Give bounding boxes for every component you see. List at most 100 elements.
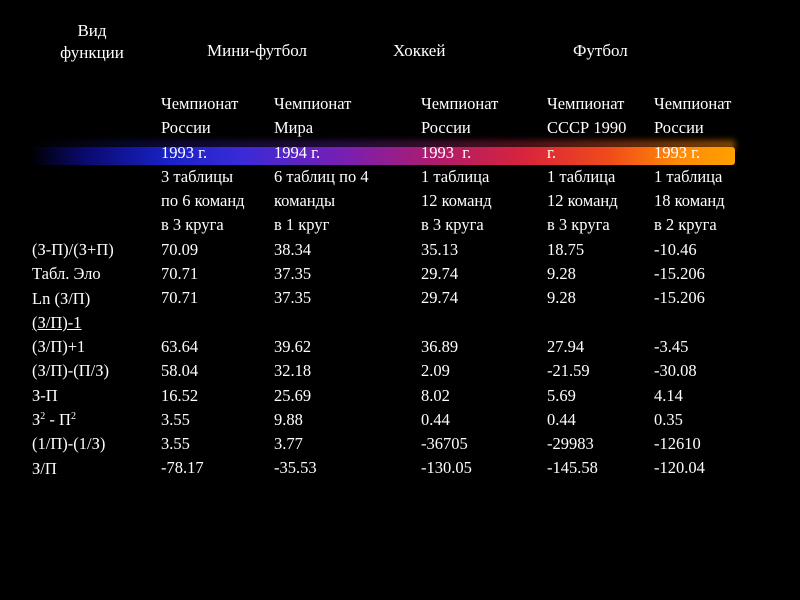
header-mini-football: Мини-футбол [207,40,307,62]
table-cell: 3.55 [161,408,245,432]
table-cell: 29.74 [421,262,498,286]
table-cell: 70.71 [161,262,245,286]
table-cell: 8.02 [421,384,498,408]
row-label-squares: З2 - П2 [32,408,114,432]
column-desc: по 6 команд [161,189,245,213]
table-cell: 58.04 [161,359,245,383]
column-desc: Чемпионат [161,92,245,116]
header-football: Футбол [573,40,628,62]
table-cell: 63.64 [161,335,245,359]
table-cell: -145.58 [547,456,626,480]
table-cell: 0.35 [654,408,731,432]
table-cell: 3.55 [161,432,245,456]
column-desc: 1994 г. [274,141,369,165]
column-desc: 1 таблица [654,165,731,189]
table-cell: 35.13 [421,238,498,262]
column-desc: 1 таблица [547,165,626,189]
table-cell: -15.206 [654,286,731,310]
table-cell: -10.46 [654,238,731,262]
table-cell: 9.28 [547,262,626,286]
table-cell: -36705 [421,432,498,456]
row-label: (З/П)-1 [32,311,114,335]
row-label: З/П [32,457,114,481]
column-desc: Чемпионат [274,92,369,116]
row-label: (З/П)+1 [32,335,114,359]
table-cell: -12610 [654,432,731,456]
row-label: (З-П)/(З+П) [32,238,114,262]
column-5: Чемпионат России 1993 г. 1 таблица 18 ко… [654,92,731,481]
column-desc: 3 таблицы [161,165,245,189]
table-cell: -3.45 [654,335,731,359]
table-cell: 36.89 [421,335,498,359]
table-cell: -120.04 [654,456,731,480]
column-1: Чемпионат России 1993 г. 3 таблицы по 6 … [161,92,245,481]
column-desc: России [421,116,498,140]
table-cell: 27.94 [547,335,626,359]
row-label: (З/П)-(П/З) [32,359,114,383]
table-cell: 70.09 [161,238,245,262]
row-label: Ln (З/П) [32,287,114,311]
table-cell: 37.35 [274,262,369,286]
column-desc: в 3 круга [161,213,245,237]
table-cell: 16.52 [161,384,245,408]
table-cell: 2.09 [421,359,498,383]
column-desc: Чемпионат [547,92,626,116]
column-desc: Чемпионат [421,92,498,116]
table-cell [161,311,245,335]
column-desc: команды [274,189,369,213]
table-cell: 4.14 [654,384,731,408]
table-cell: 37.35 [274,286,369,310]
table-cell [654,311,731,335]
column-desc: в 3 круга [421,213,498,237]
column-3: Чемпионат России 1993 г. 1 таблица 12 ко… [421,92,498,481]
table-cell: -15.206 [654,262,731,286]
gradient-band [30,147,735,165]
column-2: Чемпионат Мира 1994 г. 6 таблиц по 4 ком… [274,92,369,481]
column-desc: 1993 г. [654,141,731,165]
row-labels: (З-П)/(З+П) Табл. Эло Ln (З/П) (З/П)-1 (… [32,238,114,481]
table-cell: 38.34 [274,238,369,262]
table-cell: -30.08 [654,359,731,383]
column-desc: СССР 1990 [547,116,626,140]
column-desc: 1993 г. [421,141,498,165]
table-cell [547,311,626,335]
column-desc: России [654,116,731,140]
column-desc: в 1 круг [274,213,369,237]
column-4: Чемпионат СССР 1990 г. 1 таблица 12 кома… [547,92,626,481]
table-cell: 9.88 [274,408,369,432]
column-desc: 1993 г. [161,141,245,165]
table-cell: -35.53 [274,456,369,480]
row-label: Табл. Эло [32,262,114,286]
column-desc: 12 команд [547,189,626,213]
table-cell: 0.44 [547,408,626,432]
table-cell: 0.44 [421,408,498,432]
column-desc: России [161,116,245,140]
column-desc: г. [547,141,626,165]
column-desc: 6 таблиц по 4 [274,165,369,189]
row8-mid: - П [45,410,71,429]
column-desc: в 2 круга [654,213,731,237]
table-cell [274,311,369,335]
table-cell: -29983 [547,432,626,456]
row8-sup2: 2 [71,411,76,422]
table-cell: 9.28 [547,286,626,310]
table-cell: 70.71 [161,286,245,310]
table-cell: 25.69 [274,384,369,408]
row-label: З-П [32,384,114,408]
table-cell: 32.18 [274,359,369,383]
table-cell: 3.77 [274,432,369,456]
header-hockey: Хоккей [393,40,445,62]
header-function-type: Вид функции [52,20,132,64]
row-label: (1/П)-(1/З) [32,432,114,456]
table-cell: 29.74 [421,286,498,310]
column-desc: Мира [274,116,369,140]
table-cell: -78.17 [161,456,245,480]
table-cell: 39.62 [274,335,369,359]
column-desc: 18 команд [654,189,731,213]
table-cell [421,311,498,335]
table-cell: 5.69 [547,384,626,408]
column-desc: в 3 круга [547,213,626,237]
table-cell: 18.75 [547,238,626,262]
table-cell: -21.59 [547,359,626,383]
column-desc: 12 команд [421,189,498,213]
